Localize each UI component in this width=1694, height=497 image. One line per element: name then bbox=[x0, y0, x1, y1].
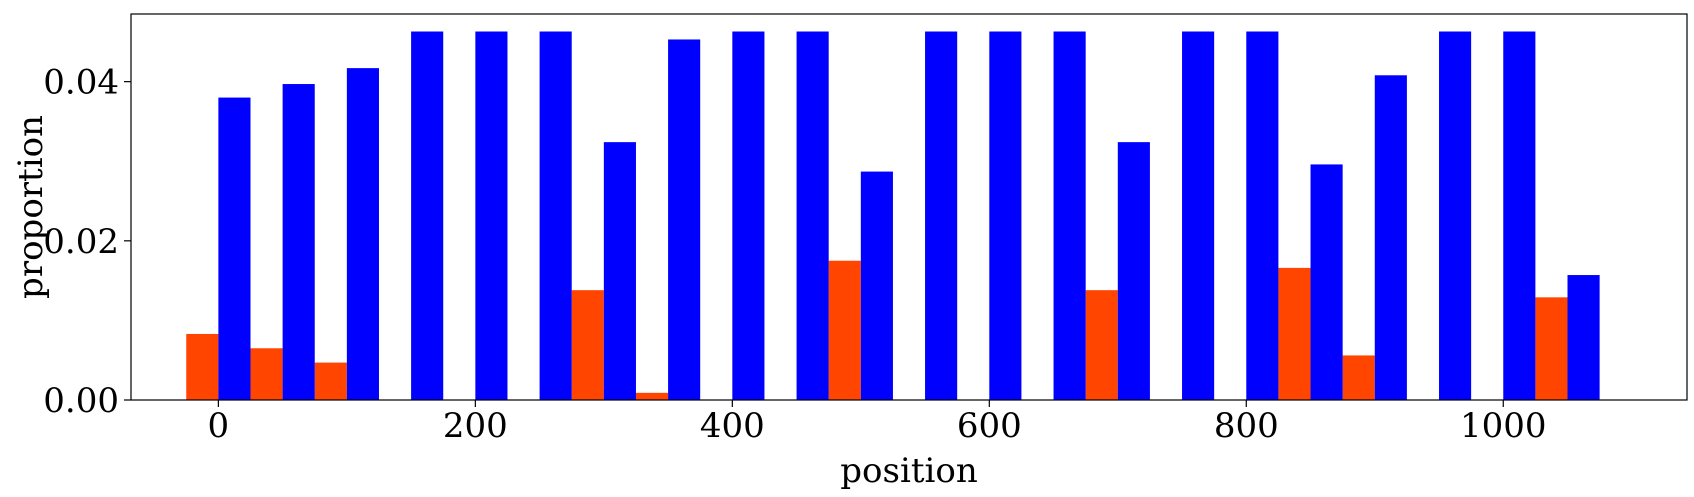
bar-series1-850 bbox=[1278, 267, 1311, 400]
bar-series2-500 bbox=[860, 171, 893, 400]
bar-series1-350 bbox=[635, 392, 669, 400]
bar-series2-850 bbox=[1310, 164, 1343, 400]
x-tick-label: 1000 bbox=[1460, 406, 1547, 446]
bar-series2-0 bbox=[218, 97, 251, 400]
x-tick-label: 600 bbox=[957, 406, 1022, 446]
bar-series2-400 bbox=[732, 31, 765, 401]
bar-series2-150 bbox=[411, 31, 444, 401]
x-axis-ticks: 0 200 400 600 800 1000 bbox=[208, 400, 1547, 446]
y-axis-ticks: 0.00 0.02 0.04 bbox=[43, 63, 131, 421]
x-tick-label: 200 bbox=[443, 406, 508, 446]
plot-frame bbox=[130, 13, 1688, 401]
x-axis-label: position bbox=[840, 451, 977, 491]
bar-series2-750 bbox=[1182, 31, 1215, 401]
y-tick-label: 0.04 bbox=[43, 63, 119, 103]
bars-layer bbox=[186, 31, 1600, 401]
x-tick-label: 400 bbox=[700, 406, 765, 446]
bar-series2-200 bbox=[475, 31, 508, 401]
bar-series2-800 bbox=[1246, 31, 1279, 401]
bar-series2-1050 bbox=[1567, 275, 1600, 400]
y-tick-label: 0.02 bbox=[43, 222, 119, 262]
bar-series1-300 bbox=[571, 290, 604, 400]
bar-series2-1000 bbox=[1503, 31, 1536, 401]
x-tick-label: 800 bbox=[1214, 406, 1279, 446]
bar-series2-100 bbox=[346, 68, 379, 400]
bar-series1-50 bbox=[250, 348, 283, 400]
bar-series1-0 bbox=[186, 333, 219, 400]
bar-series1-1050 bbox=[1535, 297, 1568, 400]
bar-series2-350 bbox=[668, 39, 701, 400]
bar-series2-700 bbox=[1117, 142, 1150, 400]
bar-series2-650 bbox=[1053, 31, 1086, 401]
bar-series1-100 bbox=[314, 362, 347, 400]
y-axis-label: proportion bbox=[11, 115, 51, 299]
bar-series2-300 bbox=[603, 142, 636, 400]
bar-series1-900 bbox=[1342, 355, 1375, 400]
bar-series1-500 bbox=[828, 260, 861, 400]
bar-series1-700 bbox=[1085, 290, 1118, 400]
x-tick-label: 0 bbox=[208, 406, 230, 446]
bar-series2-50 bbox=[282, 84, 315, 401]
bar-series2-450 bbox=[796, 31, 829, 401]
bar-series2-950 bbox=[1439, 31, 1472, 401]
bar-series2-600 bbox=[989, 31, 1022, 401]
bar-series2-900 bbox=[1374, 75, 1407, 400]
bar-series2-250 bbox=[539, 31, 572, 401]
y-tick-label: 0.00 bbox=[43, 381, 119, 421]
bar-series2-550 bbox=[925, 31, 958, 401]
